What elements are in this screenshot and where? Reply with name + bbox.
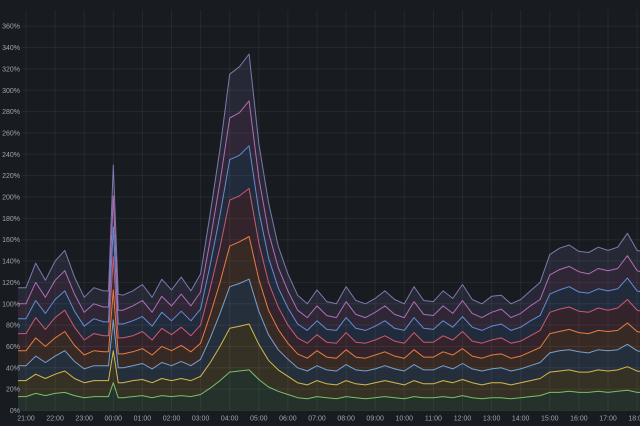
y-tick-label: 0% (10, 408, 20, 415)
line-series-4-orange (18, 236, 640, 359)
y-tick-label: 20% (6, 387, 20, 394)
x-tick-label: 00:00 (105, 416, 123, 423)
y-tick-label: 160% (2, 237, 20, 244)
y-tick-label: 200% (2, 195, 20, 202)
y-tick-label: 280% (2, 109, 20, 116)
y-tick-label: 180% (2, 216, 20, 223)
area-series-2-yellow (18, 324, 640, 399)
line-series-2-yellow (18, 323, 640, 386)
x-tick-label: 16:00 (570, 416, 588, 423)
x-tick-label: 23:00 (75, 416, 93, 423)
x-tick-label: 17:00 (599, 416, 617, 423)
x-tick-label: 08:00 (337, 416, 355, 423)
area-series-7-magenta (18, 100, 640, 331)
x-tick-label: 12:00 (454, 416, 472, 423)
area-series-1-green (18, 369, 640, 411)
y-tick-label: 60% (6, 344, 20, 351)
x-tick-label: 03:00 (192, 416, 210, 423)
x-tick-label: 18:00 (628, 416, 640, 423)
y-tick-label: 360% (2, 24, 20, 31)
y-tick-label: 320% (2, 66, 20, 73)
x-tick-label: 04:00 (221, 416, 239, 423)
x-tick-label: 09:00 (366, 416, 384, 423)
x-tick-label: 07:00 (308, 416, 326, 423)
x-tick-label: 14:00 (512, 416, 530, 423)
y-tick-label: 100% (2, 301, 20, 308)
x-tick-label: 15:00 (541, 416, 559, 423)
y-axis-tick-labels: 0% 20% 40% 60% 80% 100% 120% 140% 160% 180% 200% 22… (2, 24, 20, 415)
x-axis-tick-labels: 21:00 22:00 23:00 00:00 01:00 02:00 03:00 04:00… (17, 416, 640, 423)
x-tick-label: 13:00 (483, 416, 501, 423)
x-tick-label: 11:00 (425, 416, 442, 423)
x-tick-label: 21:00 (17, 416, 35, 423)
y-tick-label: 120% (2, 280, 20, 287)
grid-lines (22, 10, 640, 411)
area-series-6-blue (18, 145, 640, 344)
y-tick-label: 80% (6, 323, 20, 330)
y-tick-label: 220% (2, 173, 20, 180)
area-series-3-lightblue (18, 279, 640, 385)
line-series-3-lightblue (18, 278, 640, 372)
y-tick-label: 140% (2, 259, 20, 266)
line-series-7-magenta (18, 100, 640, 319)
area-series-4-orange (18, 236, 640, 371)
x-tick-label: 01:00 (134, 416, 152, 423)
y-tick-label: 40% (6, 365, 20, 372)
line-series-1-green (18, 369, 640, 400)
x-tick-label: 22:00 (46, 416, 64, 423)
area-series-5-red (18, 188, 640, 359)
y-tick-label: 340% (2, 45, 20, 52)
x-tick-label: 02:00 (163, 416, 181, 423)
x-tick-label: 10:00 (396, 416, 414, 423)
line-series-8-violet (18, 53, 640, 305)
x-tick-label: 06:00 (279, 416, 297, 423)
line-series-5-red (18, 188, 640, 344)
x-tick-label: 05:00 (250, 416, 268, 423)
y-tick-label: 300% (2, 88, 20, 95)
y-tick-label: 260% (2, 130, 20, 137)
stacked-series (18, 53, 640, 411)
line-series-6-blue (18, 145, 640, 331)
area-series-8-violet (18, 54, 640, 318)
y-tick-label: 240% (2, 152, 20, 159)
